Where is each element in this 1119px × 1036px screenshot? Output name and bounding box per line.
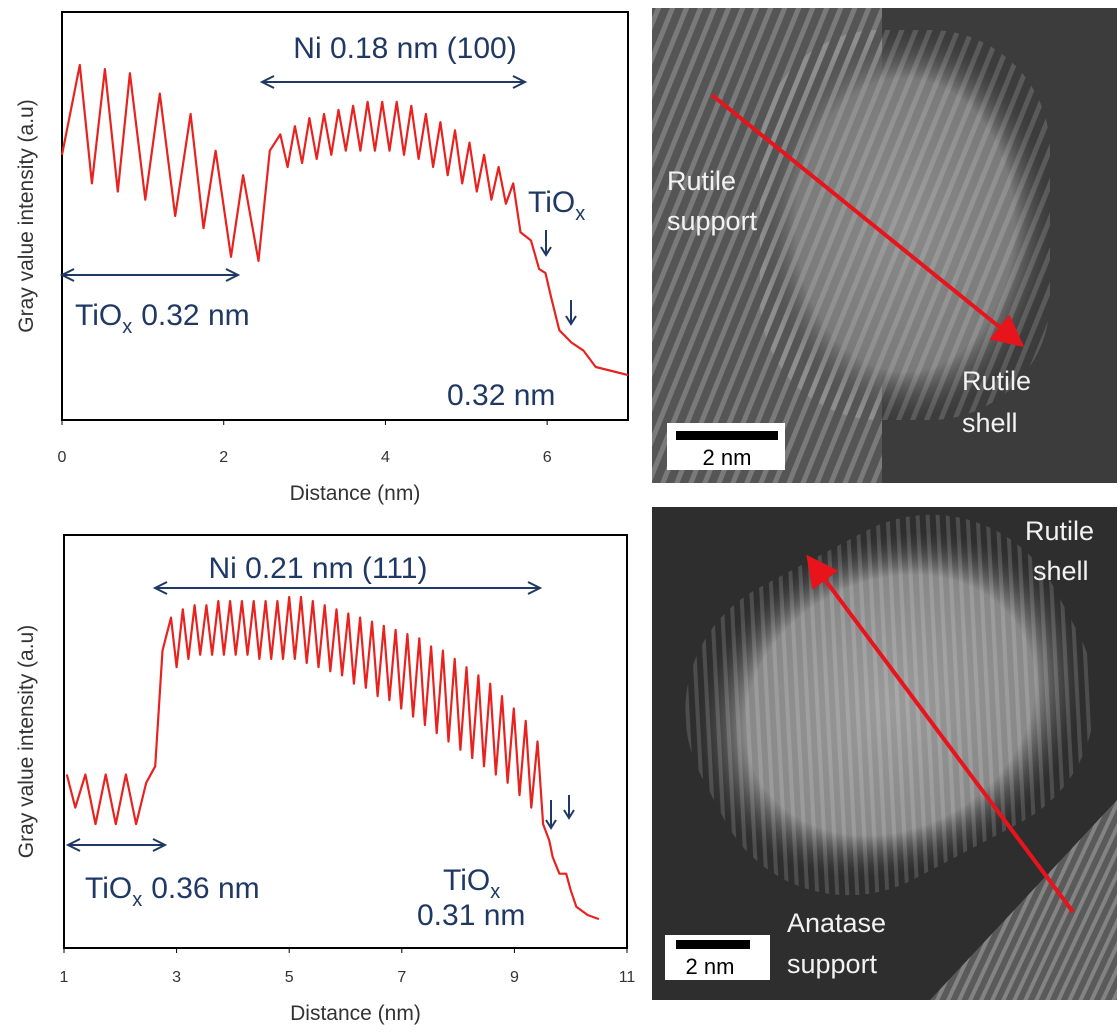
annotation-text: TiO (75, 299, 122, 332)
x-tick-label: 9 (510, 969, 519, 986)
annotation-text: 0.31 nm (417, 899, 525, 932)
annotation-text: TiO (528, 186, 575, 219)
annotation-text: Ni 0.21 nm (111) (209, 552, 428, 585)
annotation: TiOx (443, 864, 500, 903)
x-tick-label: 1 (60, 969, 69, 986)
image-label: support (667, 206, 758, 236)
x-tick-label: 3 (172, 969, 181, 986)
annotation: Ni 0.18 nm (100) (293, 32, 516, 65)
annotation: 0.31 nm (417, 899, 525, 932)
image-label: Anatase (787, 908, 886, 938)
annotation-subscript: x (132, 889, 142, 911)
image-label: Rutile (667, 166, 736, 196)
x-axis-label: Distance (nm) (290, 482, 421, 505)
scale-bar-label: 2 nm (686, 954, 735, 979)
image-label: support (787, 949, 878, 979)
x-tick-label: 0 (58, 449, 67, 466)
scale-bar-label: 2 nm (703, 445, 752, 470)
image-label: Rutile (1025, 516, 1094, 546)
annotation-text: 0.36 nm (151, 872, 259, 905)
x-tick-label: 2 (219, 449, 228, 466)
image-label: shell (962, 408, 1018, 438)
micrograph: Rutile support Rutile shell 2 nm (652, 8, 1117, 483)
annotation: TiOx 0.36 nm (85, 872, 260, 911)
annotation-text: TiO (85, 872, 132, 905)
annotation: 0.32 nm (447, 379, 555, 412)
image-label: Rutile (962, 366, 1031, 396)
annotation-subscript: x (575, 203, 585, 225)
y-axis-label: Gray value intensity (a.u) (15, 625, 38, 858)
micrograph: Rutile shell Anatase support 2 nm (636, 465, 1119, 1000)
annotation: Ni 0.21 nm (111) (209, 552, 428, 585)
annotation: TiOx 0.32 nm (75, 299, 250, 338)
annotation-text: 0.32 nm (141, 299, 249, 332)
x-tick-label: 5 (285, 969, 294, 986)
annotation-text: Ni 0.18 nm (100) (293, 32, 516, 65)
intensity-line (67, 597, 599, 919)
plot-frame (64, 535, 627, 948)
x-axis-label: Distance (nm) (290, 1002, 421, 1025)
x-tick-label: 11 (619, 969, 636, 986)
x-tick-label: 4 (381, 449, 390, 466)
figure: Rutile support Rutile shell 2 nm Rutile … (0, 0, 1119, 1031)
annotation-text: 0.32 nm (447, 379, 555, 412)
x-tick-label: 7 (397, 969, 406, 986)
image-label: shell (1033, 556, 1089, 586)
annotation-text: TiO (443, 864, 490, 897)
annotation-subscript: x (122, 316, 132, 338)
y-axis-label: Gray value intensity (a.u) (15, 99, 38, 332)
x-tick-label: 6 (543, 449, 552, 466)
annotation: TiOx (528, 186, 585, 225)
